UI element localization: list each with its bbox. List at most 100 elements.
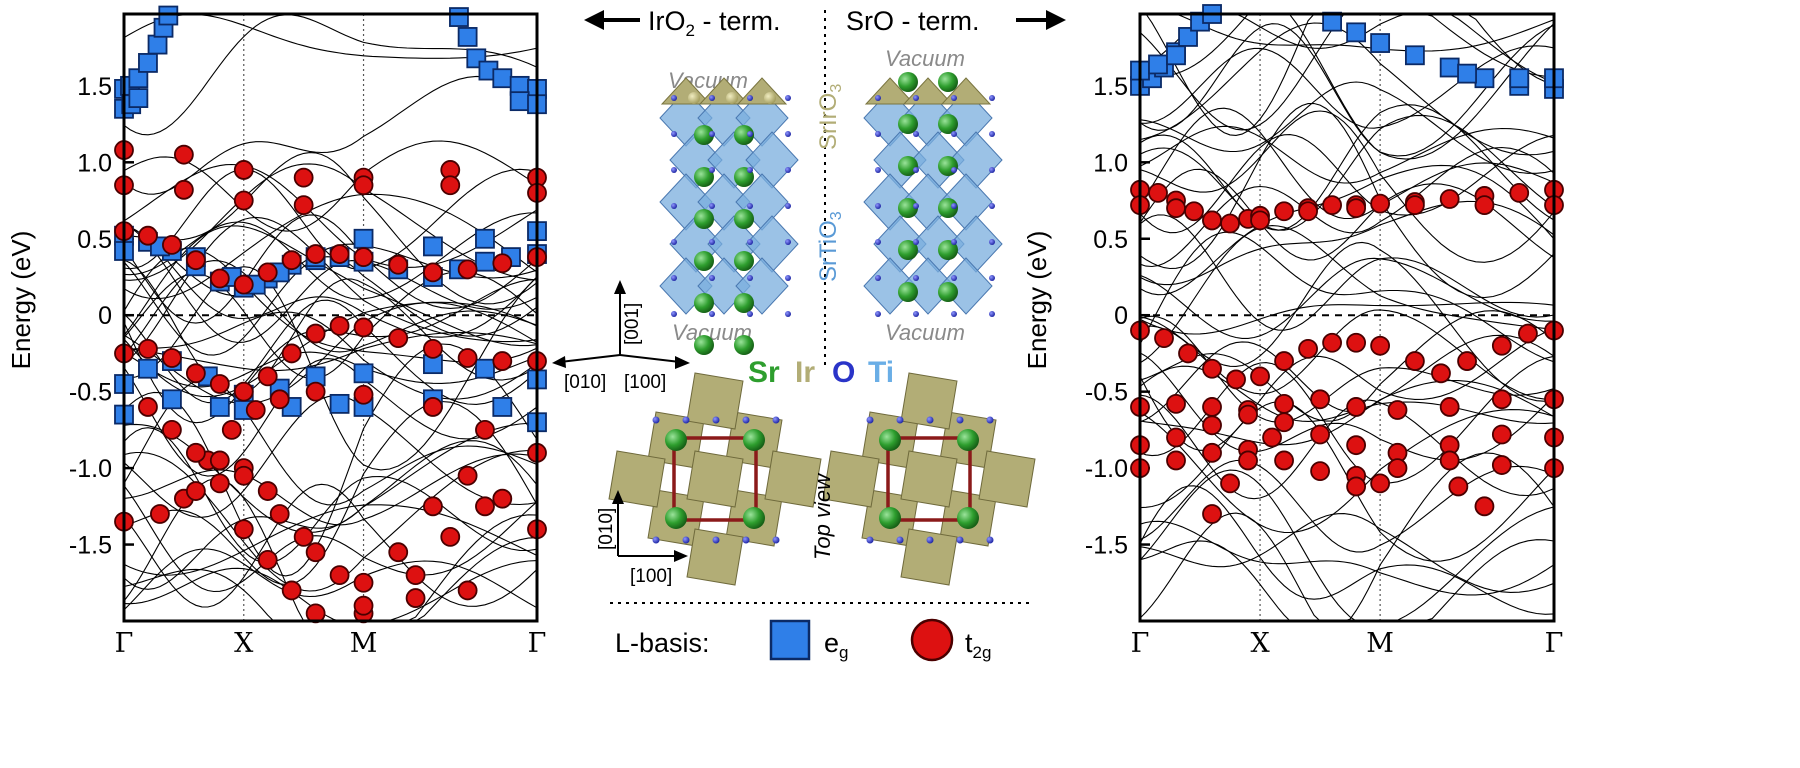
right-t2g-point xyxy=(1457,351,1477,371)
right-band xyxy=(1139,520,1555,596)
o-atom xyxy=(913,311,919,317)
right-band xyxy=(1139,512,1555,622)
o-atom xyxy=(951,275,957,281)
left-t2g-point xyxy=(162,348,182,368)
element-ir: Ir xyxy=(795,356,815,389)
tio6-octahedron xyxy=(949,131,1003,189)
sro-terminated-slab xyxy=(863,72,1003,317)
sr-atom xyxy=(957,507,979,529)
right-y-tick-label: 1.0 xyxy=(1093,149,1128,177)
o-atom xyxy=(986,536,994,544)
right-t2g-point xyxy=(1491,335,1512,356)
left-t2g-point xyxy=(209,450,230,471)
element-legend: Sr Ir O Ti xyxy=(748,356,894,389)
sr-atom xyxy=(898,114,918,134)
ir-atom xyxy=(726,92,738,104)
o-atom xyxy=(875,275,881,281)
left-t2g-point xyxy=(150,504,170,524)
right-band xyxy=(1139,200,1555,286)
o-atom xyxy=(866,536,874,544)
right-k-point-label: Γ xyxy=(1545,628,1564,659)
o-atom xyxy=(956,416,964,424)
left-band xyxy=(123,279,538,424)
left-t2g-point xyxy=(233,274,254,295)
right-t2g-point xyxy=(1202,415,1222,436)
right-t2g-point xyxy=(1370,335,1391,356)
right-plot-frame xyxy=(1138,12,1556,623)
sr-atom xyxy=(879,507,901,529)
right-t2g-point xyxy=(1509,182,1530,203)
o-atom xyxy=(913,275,919,281)
structure-illustration: IrO2 - term. SrO - term. Vacuum Vacuum V… xyxy=(552,6,1066,662)
left-eg-point xyxy=(475,228,495,249)
left-t2g-point xyxy=(281,580,302,601)
left-eg-point xyxy=(475,251,495,272)
o-atom xyxy=(951,311,957,317)
o-atom xyxy=(682,416,690,424)
left-band xyxy=(123,358,538,477)
sr-atom xyxy=(694,209,714,229)
right-t2g-point xyxy=(1250,366,1270,387)
left-y-axis-label: Energy (eV) xyxy=(6,231,36,370)
right-t2g-point xyxy=(1262,427,1282,448)
right-t2g-point xyxy=(1154,328,1174,349)
left-t2g-point xyxy=(257,366,278,387)
sr-atom xyxy=(879,429,901,451)
left-y-tick-label: 0.5 xyxy=(77,226,112,254)
right-eg-point xyxy=(1370,33,1391,53)
left-t2g-point xyxy=(185,481,206,501)
right-band xyxy=(1139,485,1555,615)
left-t2g-point xyxy=(305,323,326,344)
o-atom xyxy=(747,95,753,101)
left-band xyxy=(123,216,538,365)
left-band xyxy=(123,449,538,592)
o-atom xyxy=(671,167,677,173)
right-eg-point xyxy=(1509,68,1530,89)
right-t2g-point xyxy=(1298,201,1318,222)
right-t2g-point xyxy=(1166,198,1186,219)
o-atom xyxy=(875,95,881,101)
left-band xyxy=(123,400,538,586)
o-atom xyxy=(671,131,677,137)
sr-atom xyxy=(957,429,979,451)
right-t2g-point xyxy=(1387,400,1408,420)
left-t2g-point xyxy=(173,179,194,200)
o-atom xyxy=(875,203,881,209)
left-t2g-point xyxy=(233,465,254,486)
left-t2g-point xyxy=(162,419,182,440)
right-t2g-point xyxy=(1491,424,1512,445)
element-ti: Ti xyxy=(868,356,894,389)
left-k-point-label: Γ xyxy=(528,628,547,659)
right-eg-point xyxy=(1457,63,1477,84)
left-eg-point xyxy=(449,7,469,27)
o-atom xyxy=(989,239,995,245)
left-t2g-point xyxy=(281,343,302,364)
left-t2g-point xyxy=(388,542,409,563)
right-t2g-point xyxy=(1491,389,1512,410)
left-band xyxy=(123,537,538,622)
left-y-tick-label: -0.5 xyxy=(69,379,112,407)
left-t2g-point xyxy=(257,262,278,283)
left-t2g-point xyxy=(293,527,314,547)
right-t2g-point xyxy=(1274,412,1294,433)
left-t2g-point xyxy=(353,384,374,405)
right-band xyxy=(1139,379,1555,446)
o-atom xyxy=(671,203,677,209)
right-band-lines xyxy=(1139,13,1555,622)
left-band xyxy=(123,224,538,338)
left-eg-point xyxy=(509,91,530,112)
left-t2g-point xyxy=(281,250,302,271)
element-o: O xyxy=(832,356,855,389)
right-t2g-point xyxy=(1431,363,1451,384)
right-band xyxy=(1139,231,1555,363)
iro2-terminated-slab xyxy=(659,77,799,355)
left-band xyxy=(123,260,538,356)
left-eg-point xyxy=(147,34,168,55)
o-atom xyxy=(712,416,720,424)
right-t2g-point xyxy=(1166,427,1186,448)
right-band xyxy=(1139,328,1555,451)
axis-001-label: [001] xyxy=(622,303,643,345)
left-t2g-point xyxy=(492,253,513,274)
left-t2g-point xyxy=(209,374,230,394)
o-atom xyxy=(989,131,995,137)
